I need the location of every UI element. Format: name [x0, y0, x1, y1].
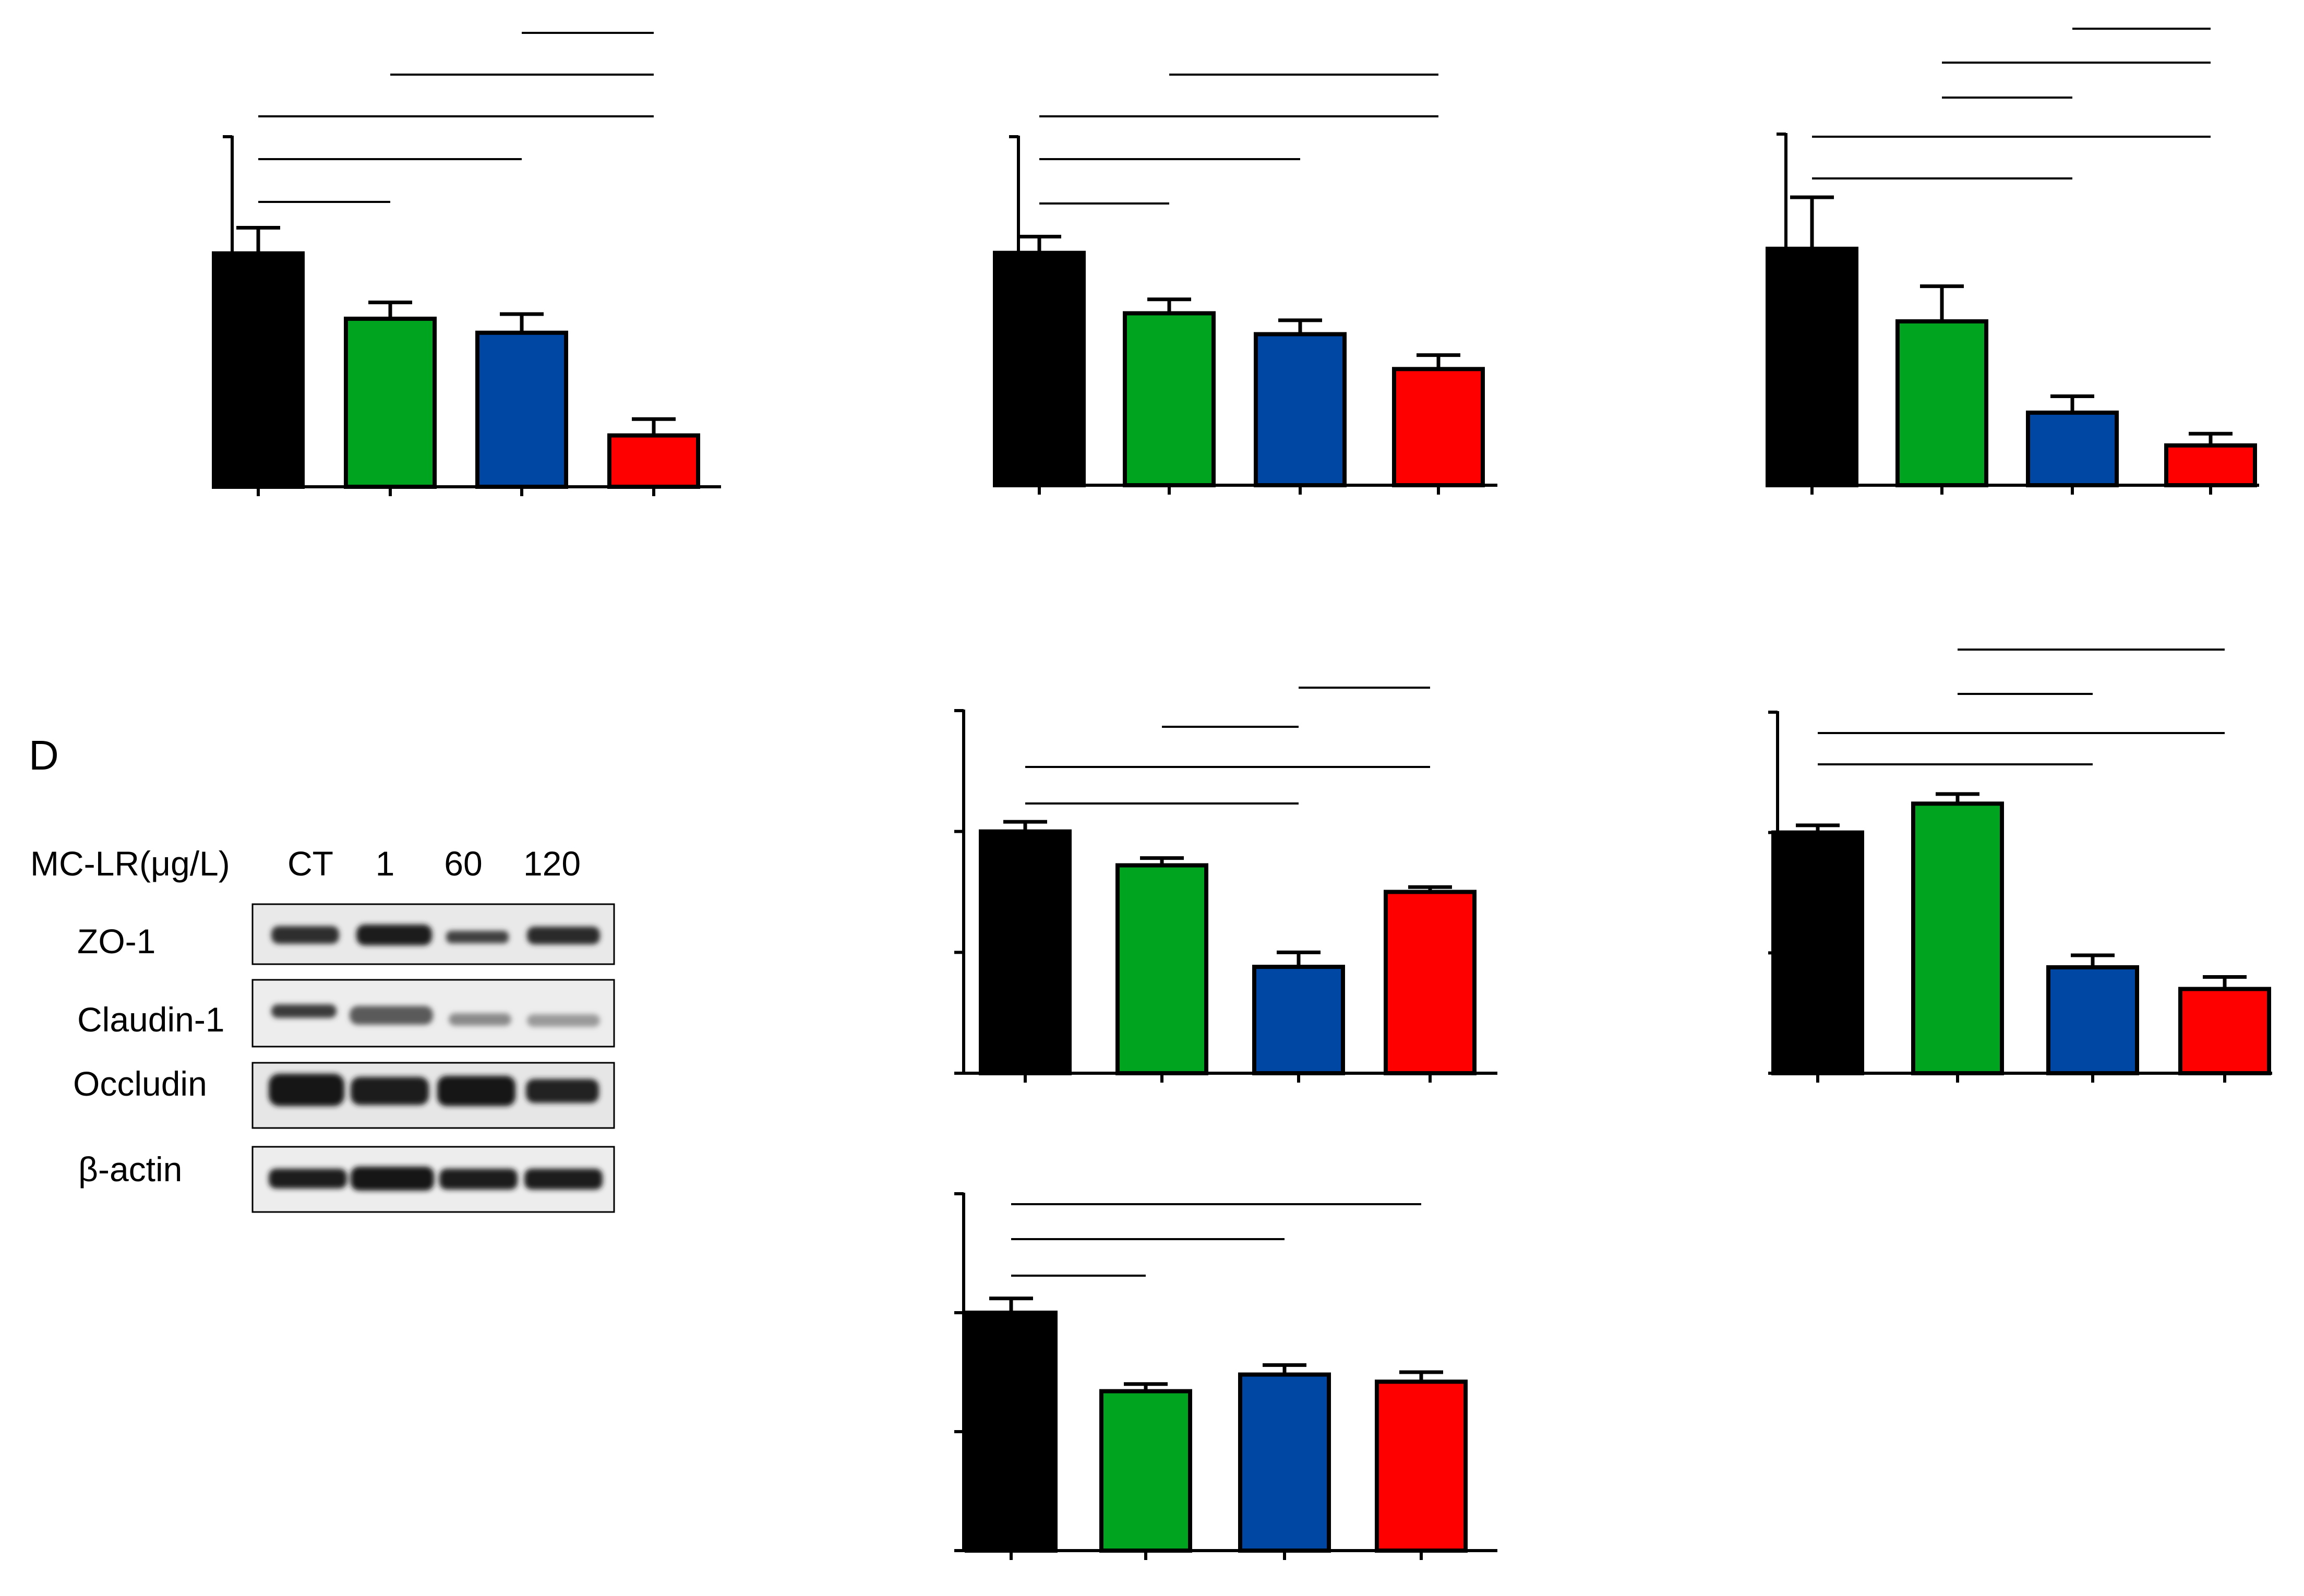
blot-strip-beta-actin — [251, 1146, 615, 1213]
blot-strip-zo1 — [251, 903, 615, 965]
bar — [1123, 311, 1216, 487]
bar — [1099, 1389, 1192, 1553]
bar — [607, 433, 700, 489]
panel-c — [1766, 28, 2259, 495]
blot-lane-label: 1 — [376, 844, 395, 883]
panel-d-western-blot: D MC-LR(μg/L) CT 1 60 120 ZO-1 Claudin-1… — [29, 732, 615, 1213]
bar — [2046, 965, 2139, 1075]
blot-row-label: β-actin — [78, 1150, 182, 1189]
bar — [1384, 890, 1477, 1075]
bar — [2164, 443, 2257, 488]
bar — [1254, 332, 1347, 487]
blot-row-label: Claudin-1 — [77, 1000, 225, 1039]
bar — [1392, 367, 1485, 487]
bar — [475, 330, 568, 489]
bar — [1238, 1372, 1331, 1553]
panel-b — [993, 74, 1497, 495]
panel-g — [954, 1192, 1497, 1560]
bar — [1252, 965, 1345, 1075]
blot-row-label: ZO-1 — [77, 922, 155, 961]
blot-header-label: MC-LR(μg/L) — [30, 844, 230, 883]
bar — [1771, 830, 1864, 1075]
blot-strip-claudin1 — [251, 979, 615, 1048]
bar — [993, 250, 1086, 487]
bar — [979, 829, 1072, 1075]
panel-e — [954, 687, 1497, 1083]
blot-lane-label: 60 — [444, 844, 482, 883]
bar — [1911, 801, 2004, 1075]
bar — [1115, 863, 1208, 1075]
bar — [2178, 987, 2271, 1075]
blot-strip-occludin — [251, 1062, 615, 1129]
bar — [1375, 1379, 1468, 1553]
bar — [965, 1311, 1058, 1553]
bar — [1895, 319, 1988, 488]
blot-row-label: Occludin — [73, 1064, 207, 1103]
blot-lane-label: 120 — [523, 844, 581, 883]
bar — [344, 316, 437, 489]
panel-f — [1768, 649, 2272, 1083]
bar — [2026, 410, 2119, 487]
blot-lane-label: CT — [287, 844, 333, 883]
panel-a — [212, 32, 721, 496]
panel-letter-d: D — [29, 732, 59, 778]
